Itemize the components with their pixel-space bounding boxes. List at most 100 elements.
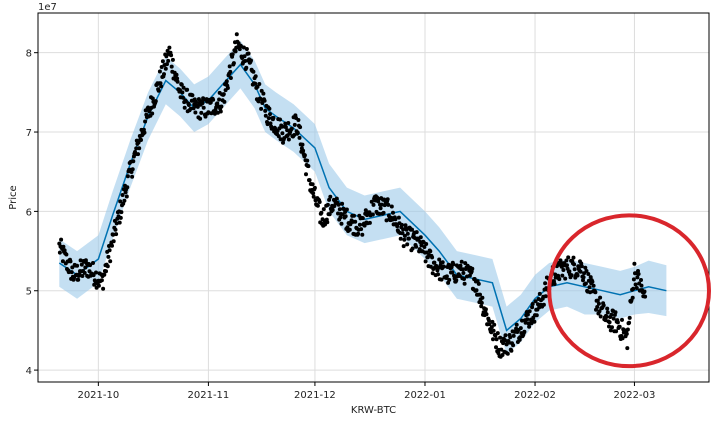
observation-point [283,121,288,126]
observation-point [159,84,164,89]
observation-point [479,300,484,305]
observation-point [591,283,596,288]
y-axis-multiplier: 1e7 [38,2,57,13]
observation-point [230,52,235,57]
observation-point [156,88,161,93]
observation-point [371,202,376,207]
observation-point [607,320,612,325]
observation-point [639,278,643,282]
observation-point [418,240,423,244]
observation-point [441,264,446,269]
observation-point [267,106,272,111]
observation-point [253,81,258,86]
observation-point [508,335,513,340]
observation-point [360,216,365,221]
observation-point [117,220,122,225]
observation-point [311,194,316,199]
observation-point [225,86,230,90]
observation-point [77,272,82,277]
observation-point [439,277,444,282]
observation-point [157,69,162,74]
observation-point [224,79,229,84]
observation-point [614,329,619,334]
observation-point [460,267,465,272]
observation-point [398,236,403,241]
observation-point [461,271,466,275]
observation-point [414,244,419,249]
observation-point [66,270,71,275]
observation-point [292,122,297,127]
observation-point [511,333,516,338]
observation-point [534,313,539,318]
observation-point [384,218,389,223]
observation-point [159,65,164,69]
observation-point [493,333,498,338]
observation-point [360,232,365,237]
observation-point [505,351,510,356]
observation-point [583,281,588,286]
observation-point [328,194,333,199]
y-tick-label: 8 [26,49,32,60]
observation-point [120,193,125,197]
observation-point [588,275,593,280]
observation-point [615,320,620,325]
observation-point [336,202,341,207]
observation-point [581,275,586,280]
observation-point [257,82,262,86]
observation-point [476,281,481,286]
observation-point [423,259,428,264]
observation-point [296,118,301,122]
observation-point [193,110,198,115]
observation-point [581,278,585,283]
plot-frame [37,12,710,383]
observation-point [83,265,88,270]
observation-point [167,45,172,50]
observation-point [543,294,548,299]
observation-point [88,263,93,268]
observation-point [613,310,618,315]
observation-point [215,101,220,106]
observation-point [191,106,196,111]
observation-point [325,220,330,225]
observation-point [263,108,268,113]
observation-point [579,264,584,269]
x-tick-label: 2022-01 [404,390,446,401]
observation-point [339,221,344,226]
observation-point [278,137,283,142]
observation-point [514,322,519,327]
observation-point [150,111,155,116]
observation-point [357,222,362,227]
observation-point [181,95,185,100]
observation-point [166,58,171,63]
observation-point [479,304,484,309]
observation-point [480,295,485,300]
observation-point [639,283,644,288]
observation-point [532,319,537,324]
observation-point [498,335,503,340]
observation-point [118,199,123,204]
observation-point [543,281,548,286]
observation-point [125,174,130,179]
observation-point [352,213,356,218]
observation-point [91,273,96,278]
observation-point [79,262,84,267]
observation-point [583,265,588,270]
observation-point [522,329,527,334]
observation-point [96,283,101,288]
observation-point [158,81,163,86]
observation-point [244,65,249,70]
observation-point [470,266,475,271]
observation-point [499,347,504,352]
observation-point [150,96,155,101]
x-tick-label: 2021-12 [294,390,336,401]
observation-point [636,272,641,276]
observation-point [446,280,451,285]
observation-point [632,261,637,266]
observation-point [206,110,211,115]
observation-point [285,128,290,133]
observation-point [300,142,305,147]
observation-point [69,270,74,275]
observation-point [114,232,119,237]
observation-point [175,76,180,81]
